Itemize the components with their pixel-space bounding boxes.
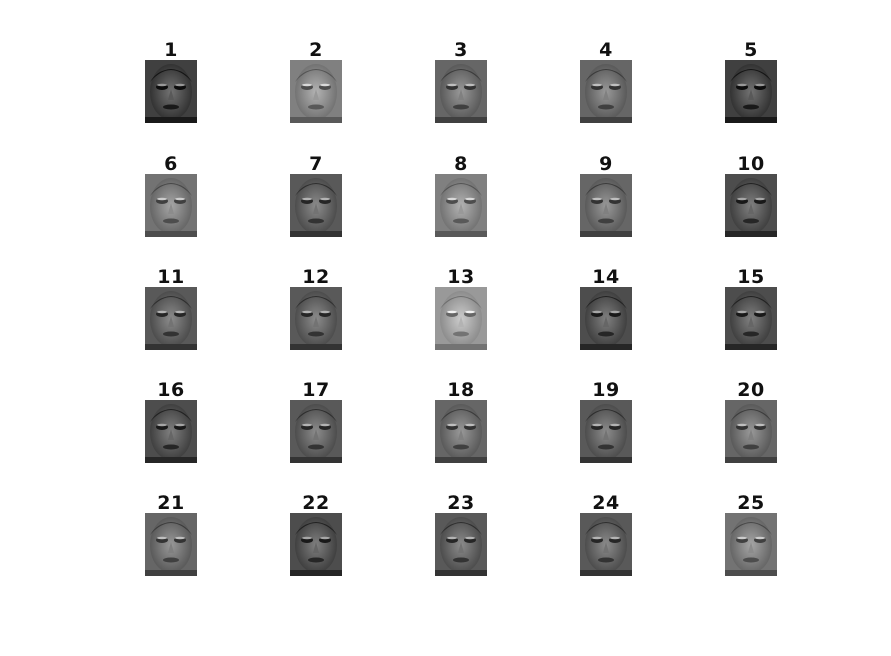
eigenface-panel: 14 <box>546 266 666 366</box>
eigenface-panel: 12 <box>256 266 376 366</box>
eigenface-image <box>580 400 632 463</box>
eigenface-panel: 3 <box>401 39 521 139</box>
eigenface-panel: 2 <box>256 39 376 139</box>
eigenface-panel: 13 <box>401 266 521 366</box>
eigenface-panel: 24 <box>546 492 666 592</box>
eigenface-image <box>725 287 777 350</box>
eigenface-panel: 11 <box>111 266 231 366</box>
eigenface-panel: 18 <box>401 379 521 479</box>
panel-title: 3 <box>454 39 468 61</box>
eigenface-image <box>725 513 777 576</box>
panel-title: 4 <box>599 39 613 61</box>
eigenface-panel: 4 <box>546 39 666 139</box>
eigenface-panel: 15 <box>691 266 811 366</box>
panel-title: 20 <box>737 379 765 401</box>
panel-title: 25 <box>737 492 765 514</box>
panel-title: 19 <box>592 379 620 401</box>
eigenface-image <box>580 60 632 123</box>
eigenface-panel: 17 <box>256 379 376 479</box>
eigenface-panel: 9 <box>546 153 666 253</box>
eigenface-image <box>145 513 197 576</box>
eigenface-image <box>290 287 342 350</box>
panel-title: 22 <box>302 492 330 514</box>
eigenface-image <box>435 513 487 576</box>
eigenface-image <box>725 60 777 123</box>
panel-title: 18 <box>447 379 475 401</box>
eigenface-panel: 5 <box>691 39 811 139</box>
eigenface-panel: 25 <box>691 492 811 592</box>
eigenface-panel: 23 <box>401 492 521 592</box>
eigenface-image <box>580 287 632 350</box>
eigenface-panel: 6 <box>111 153 231 253</box>
eigenface-image <box>290 60 342 123</box>
eigenface-image <box>435 287 487 350</box>
eigenface-image <box>435 400 487 463</box>
eigenface-image <box>290 400 342 463</box>
eigenface-image <box>145 287 197 350</box>
eigenface-image <box>580 513 632 576</box>
eigenface-image <box>725 174 777 237</box>
eigenface-image <box>145 400 197 463</box>
eigenface-panel: 19 <box>546 379 666 479</box>
panel-title: 8 <box>454 153 468 175</box>
eigenface-image <box>725 400 777 463</box>
panel-title: 5 <box>744 39 758 61</box>
panel-title: 10 <box>737 153 765 175</box>
panel-title: 6 <box>164 153 178 175</box>
eigenface-image <box>145 174 197 237</box>
panel-title: 7 <box>309 153 323 175</box>
panel-title: 2 <box>309 39 323 61</box>
eigenface-panel: 22 <box>256 492 376 592</box>
eigenface-panel: 16 <box>111 379 231 479</box>
panel-title: 13 <box>447 266 475 288</box>
eigenface-panel: 7 <box>256 153 376 253</box>
panel-title: 17 <box>302 379 330 401</box>
panel-title: 9 <box>599 153 613 175</box>
panel-title: 11 <box>157 266 185 288</box>
panel-title: 15 <box>737 266 765 288</box>
panel-title: 1 <box>164 39 178 61</box>
eigenface-panel: 21 <box>111 492 231 592</box>
panel-title: 21 <box>157 492 185 514</box>
eigenface-image <box>580 174 632 237</box>
eigenface-image <box>290 174 342 237</box>
eigenface-panel: 1 <box>111 39 231 139</box>
eigenface-image <box>145 60 197 123</box>
eigenface-image <box>435 60 487 123</box>
panel-title: 12 <box>302 266 330 288</box>
panel-title: 14 <box>592 266 620 288</box>
eigenface-panel: 20 <box>691 379 811 479</box>
panel-title: 16 <box>157 379 185 401</box>
eigenface-panel: 10 <box>691 153 811 253</box>
eigenface-image <box>290 513 342 576</box>
panel-title: 24 <box>592 492 620 514</box>
eigenface-panel: 8 <box>401 153 521 253</box>
eigenface-image <box>435 174 487 237</box>
panel-title: 23 <box>447 492 475 514</box>
